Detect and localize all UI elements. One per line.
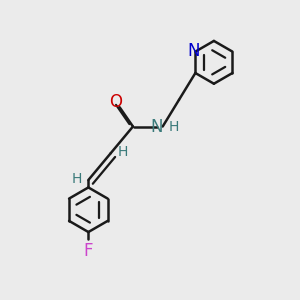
Text: H: H <box>117 145 128 159</box>
Text: N: N <box>151 118 163 136</box>
Text: O: O <box>109 93 122 111</box>
Text: H: H <box>169 119 179 134</box>
Text: H: H <box>71 172 82 185</box>
Text: N: N <box>188 42 200 60</box>
Text: F: F <box>84 242 93 260</box>
